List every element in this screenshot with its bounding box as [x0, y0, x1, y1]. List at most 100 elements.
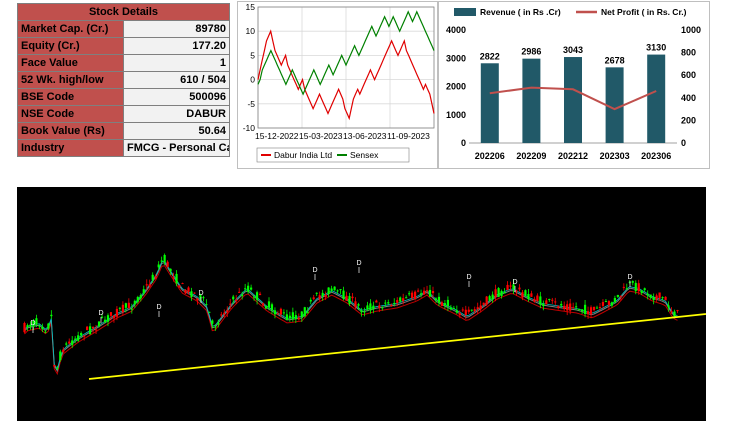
x-tick-label: 202212 [558, 151, 588, 161]
legend-label: Dabur India Ltd [274, 150, 332, 160]
candle-body [157, 264, 160, 268]
candle-body [190, 291, 193, 297]
revenue-profit-svg: 0 1000 2000 3000 4000 0 200 400 600 800 1000 2822 20… [446, 7, 701, 161]
candle-body [252, 296, 256, 298]
candle-body [622, 286, 625, 288]
candle-body [178, 285, 181, 288]
stock-details-row: Book Value (Rs) 50.64 [17, 122, 230, 140]
candle-body [455, 310, 458, 313]
candle-body [488, 296, 491, 301]
candle-body [261, 303, 265, 306]
legend-swatch [454, 8, 476, 16]
candle-body [610, 302, 614, 306]
candle-body [88, 326, 92, 335]
candle-body [667, 305, 670, 308]
moving-average-line [24, 260, 678, 371]
candle-body [315, 292, 318, 294]
candle-body [580, 309, 584, 312]
moving-average-line [24, 265, 678, 376]
candle-body [658, 292, 661, 298]
candle-body [23, 323, 26, 333]
candle-body [136, 297, 139, 302]
candle-body [646, 293, 649, 296]
candle-body [324, 295, 327, 298]
moving-average-line [24, 262, 678, 373]
candle-body [327, 287, 330, 294]
candle-body [375, 300, 378, 303]
candle-body [458, 313, 461, 316]
candle-body [244, 288, 247, 290]
bar-data-label: 2678 [605, 55, 625, 65]
candle-body [452, 308, 455, 310]
y-tick-label: 1000 [446, 110, 466, 120]
candle-body [217, 322, 220, 325]
candle-body [97, 321, 101, 327]
candle-body [339, 289, 342, 291]
y-tick-label: 10 [246, 26, 256, 36]
candle-body [142, 289, 145, 294]
y-tick-label: 3000 [446, 53, 466, 63]
stock-details-row: Equity (Cr.) 177.20 [17, 37, 230, 55]
series-line [257, 29, 435, 121]
candle-body [211, 320, 214, 324]
candle-body [193, 292, 196, 294]
candle-body [661, 297, 664, 299]
stock-details-row: Market Cap. (Cr.) 89780 [17, 20, 230, 38]
series-line [257, 10, 435, 96]
dividend-marker: D [466, 274, 471, 281]
candle-body [53, 365, 56, 367]
candle-body [533, 298, 536, 302]
y-tick-label: -10 [243, 123, 256, 133]
candle-body [491, 294, 494, 300]
candle-body [306, 311, 309, 313]
candle-body [473, 309, 476, 312]
candle-body [166, 261, 169, 267]
candle-body [223, 312, 226, 315]
x-tick-label: 11-09-2023 [387, 131, 430, 141]
stock-details-label: Industry [17, 139, 124, 157]
y-tick-label: 1000 [681, 25, 701, 35]
candle-body [363, 311, 366, 313]
candle-body [402, 298, 405, 302]
candle-body [154, 276, 157, 279]
candle-body [148, 284, 151, 287]
candle-body [637, 283, 640, 292]
candle-body [566, 304, 569, 311]
candle-body [112, 315, 116, 319]
y-tick-label: 0 [681, 138, 686, 148]
stock-details-label: Equity (Cr.) [17, 37, 124, 55]
candle-body [357, 304, 360, 306]
candle-body [542, 303, 545, 307]
x-tick-label: 202209 [516, 151, 546, 161]
legend-label: Net Profit ( in Rs. Cr.) [601, 7, 687, 17]
candle-body [670, 311, 673, 313]
candle-body [479, 305, 482, 310]
y-tick-label: 800 [681, 48, 696, 58]
stock-details-label: Book Value (Rs) [17, 122, 124, 140]
candle-body [440, 302, 444, 306]
candle-body [139, 295, 142, 299]
candle-body [518, 287, 521, 290]
candle-body [133, 300, 136, 305]
candle-body [241, 294, 244, 296]
candle-body [184, 289, 187, 294]
x-tick-label: 202303 [600, 151, 630, 161]
stock-details-value: 1 [123, 54, 230, 72]
candle-body [631, 281, 634, 283]
candle-body [181, 283, 184, 285]
x-tick-label: 202306 [641, 151, 671, 161]
revenue-profit-chart: 0 1000 2000 3000 4000 0 200 400 600 800 1000 2822 20… [438, 1, 710, 169]
candle-body [607, 301, 611, 305]
dividend-marker: D [627, 274, 632, 281]
candle-body [431, 291, 435, 294]
candle-body [68, 341, 71, 344]
candle-body [408, 293, 411, 295]
y-tick-label: 0 [461, 138, 466, 148]
candle-body [539, 296, 542, 305]
candle-body [100, 316, 104, 318]
candle-body [396, 300, 399, 303]
candle-body [273, 310, 277, 315]
candle-body [214, 326, 217, 328]
candle-body [124, 303, 127, 308]
